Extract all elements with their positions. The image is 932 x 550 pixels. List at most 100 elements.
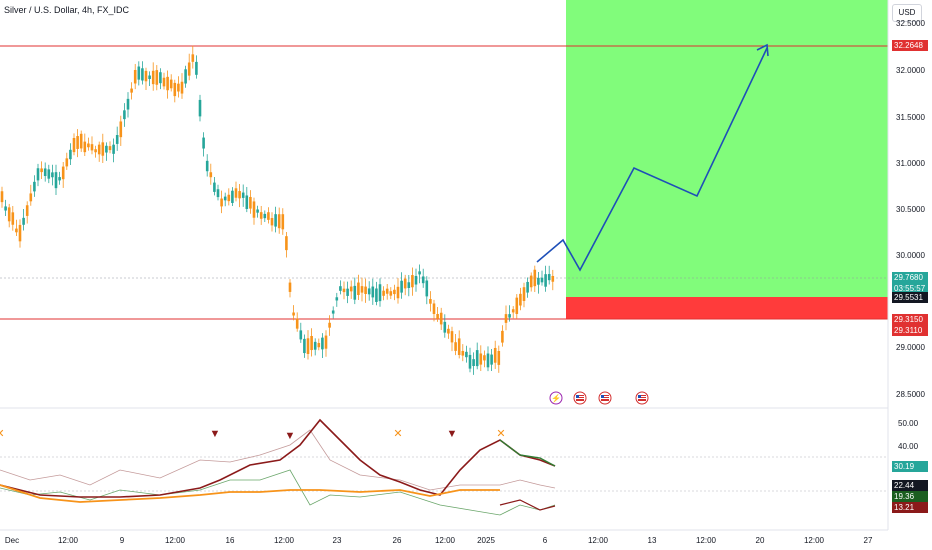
indicator-signal-line: [0, 484, 500, 503]
indicator-bull-line: [499, 439, 556, 467]
candle-body: [436, 314, 439, 319]
candle-body: [353, 285, 357, 300]
candle-body: [148, 75, 151, 80]
candle-body: [177, 83, 180, 92]
candle-body: [288, 282, 292, 292]
candle-body: [133, 69, 137, 84]
candle-body: [83, 141, 87, 153]
candle-body: [389, 291, 393, 296]
price-tick: 32.5000: [896, 19, 925, 28]
candle-body: [36, 168, 40, 181]
time-label: 12:00: [273, 536, 295, 545]
time-label: 12:00: [587, 536, 609, 545]
down-signal-icon: ▼: [210, 428, 221, 440]
candle-body: [227, 194, 231, 202]
candle-body: [205, 160, 209, 172]
candle-body: [407, 282, 411, 288]
loss-zone[interactable]: [566, 297, 888, 319]
indicator-tick: 50.00: [898, 419, 919, 428]
time-label: 6: [542, 536, 548, 545]
candle-body: [371, 286, 375, 298]
candle-body: [529, 275, 533, 288]
time-label: 13: [647, 536, 657, 545]
candle-body: [461, 350, 465, 356]
candle-body: [313, 341, 317, 350]
candle-body: [51, 172, 54, 178]
candle-body: [263, 213, 267, 219]
price-tick: 31.0000: [896, 159, 925, 168]
candle-body: [231, 190, 234, 203]
candle-body: [69, 149, 72, 160]
candle-body: [180, 81, 184, 94]
candle-body: [58, 177, 61, 181]
candle-body: [310, 335, 313, 351]
cross-signal-icon: ✕: [496, 428, 505, 440]
candle-body: [184, 69, 187, 84]
us-flag-icon[interactable]: [598, 391, 612, 405]
candle-body: [479, 353, 483, 365]
indicator-bear-line: [499, 499, 556, 511]
candle-body: [90, 144, 94, 151]
candle-body: [465, 351, 468, 358]
stop-upper-tag[interactable]: 29.3150: [892, 314, 928, 325]
stop-lower-tag[interactable]: 29.3110: [892, 325, 928, 336]
lightning-icon[interactable]: [549, 391, 563, 405]
candle-body: [504, 314, 508, 323]
candle-body: [306, 338, 310, 354]
candle-body: [493, 347, 497, 363]
candle-body: [385, 288, 389, 294]
us-flag-icon[interactable]: [635, 391, 649, 405]
candle-body: [195, 61, 198, 75]
time-label: 27: [863, 536, 873, 545]
projection-path[interactable]: [536, 47, 768, 272]
candle-body: [519, 293, 522, 306]
candle-body: [537, 277, 540, 285]
candle-body: [130, 88, 133, 93]
candle-body: [0, 191, 4, 203]
symbol-title[interactable]: Silver / U.S. Dollar, 4h, FX_IDC: [4, 5, 130, 15]
candle-body: [303, 338, 306, 354]
candle-body: [346, 288, 349, 296]
candle-body: [267, 212, 270, 220]
us-flag-icon[interactable]: [573, 391, 587, 405]
candle-body: [223, 196, 227, 201]
candle-body: [443, 321, 447, 333]
time-label: 20: [755, 536, 765, 545]
time-label: 12:00: [57, 536, 79, 545]
profit-zone[interactable]: [566, 0, 888, 297]
candle-body: [547, 274, 551, 281]
candle-body: [7, 207, 11, 222]
indicator-tag: 13.21: [892, 502, 928, 513]
candle-body: [216, 189, 220, 198]
candle-body: [43, 168, 47, 177]
candle-body: [339, 286, 342, 291]
candle-body: [396, 286, 400, 299]
candle-body: [256, 209, 259, 213]
price-tick: 29.0000: [896, 343, 925, 352]
candle-body: [321, 337, 324, 350]
candle-body: [281, 214, 285, 230]
target-price-tag[interactable]: 32.2648: [892, 40, 928, 51]
currency-button[interactable]: USD: [892, 4, 922, 22]
candle-body: [454, 342, 457, 351]
candle-body: [76, 136, 79, 149]
candle-body: [335, 297, 339, 301]
cross-signal-icon: ✕: [393, 428, 402, 440]
candle-body: [411, 275, 414, 288]
candle-body: [33, 181, 36, 192]
candle-body: [105, 145, 108, 153]
candle-body: [375, 288, 378, 302]
candle-body: [393, 289, 396, 295]
candle-body: [4, 206, 7, 211]
price-tick: 32.0000: [896, 66, 925, 75]
indicator-lower-band: [0, 469, 556, 516]
time-label: 12:00: [695, 536, 717, 545]
indicator-tag: 30.19: [892, 461, 928, 472]
candle-body: [151, 70, 155, 85]
candle-body: [497, 350, 501, 365]
candle-body: [349, 286, 353, 292]
candle-body: [292, 312, 295, 316]
candle-body: [378, 284, 382, 302]
candle-body: [54, 172, 58, 189]
